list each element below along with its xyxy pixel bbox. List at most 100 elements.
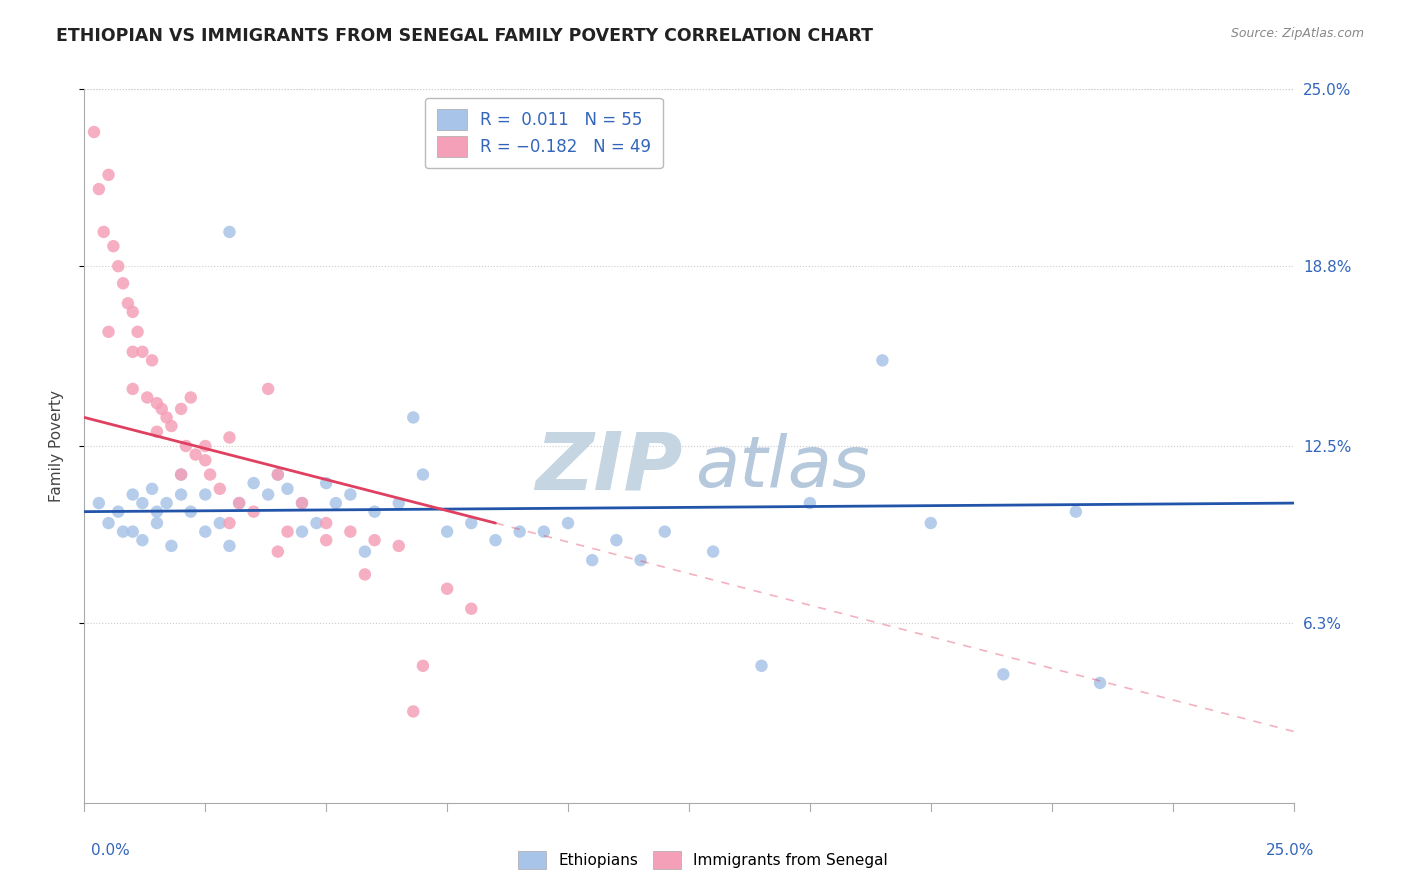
Point [107, 259, 129, 273]
Point [363, 533, 385, 548]
Point [218, 539, 240, 553]
Text: 25.0%: 25.0% [1267, 843, 1315, 858]
Point [412, 467, 434, 482]
Text: Source: ZipAtlas.com: Source: ZipAtlas.com [1230, 27, 1364, 40]
Legend: R =  0.011   N = 55, R = −0.182   N = 49: R = 0.011 N = 55, R = −0.182 N = 49 [425, 97, 662, 169]
Point [194, 439, 217, 453]
Point [146, 505, 169, 519]
Point [146, 425, 169, 439]
Point [93, 225, 115, 239]
Point [136, 391, 159, 405]
Point [436, 582, 458, 596]
Point [1064, 505, 1087, 519]
Y-axis label: Family Poverty: Family Poverty [49, 390, 63, 502]
Point [291, 524, 314, 539]
Point [557, 516, 579, 530]
Point [920, 516, 942, 530]
Point [291, 496, 314, 510]
Point [83, 125, 105, 139]
Point [402, 410, 425, 425]
Point [150, 401, 173, 416]
Point [242, 476, 264, 491]
Point [484, 533, 506, 548]
Point [87, 496, 110, 510]
Point [702, 544, 724, 558]
Point [174, 439, 197, 453]
Point [267, 467, 290, 482]
Point [194, 524, 217, 539]
Point [267, 544, 290, 558]
Point [170, 401, 193, 416]
Point [141, 482, 163, 496]
Point [218, 225, 240, 239]
Point [184, 448, 207, 462]
Point [751, 658, 773, 673]
Point [291, 496, 314, 510]
Point [1088, 676, 1111, 690]
Point [131, 496, 153, 510]
Point [315, 533, 337, 548]
Point [581, 553, 603, 567]
Point [198, 467, 221, 482]
Point [121, 487, 143, 501]
Point [121, 305, 143, 319]
Point [194, 487, 217, 501]
Point [97, 516, 120, 530]
Point [799, 496, 821, 510]
Point [228, 496, 250, 510]
Point [121, 344, 143, 359]
Point [146, 396, 169, 410]
Point [121, 524, 143, 539]
Point [112, 277, 135, 291]
Point [257, 382, 280, 396]
Point [155, 410, 177, 425]
Point [436, 524, 458, 539]
Point [194, 453, 217, 467]
Point [412, 658, 434, 673]
Legend: Ethiopians, Immigrants from Senegal: Ethiopians, Immigrants from Senegal [512, 845, 894, 875]
Point [354, 567, 377, 582]
Point [97, 325, 120, 339]
Point [654, 524, 676, 539]
Point [605, 533, 627, 548]
Point [993, 667, 1015, 681]
Text: ETHIOPIAN VS IMMIGRANTS FROM SENEGAL FAMILY POVERTY CORRELATION CHART: ETHIOPIAN VS IMMIGRANTS FROM SENEGAL FAM… [56, 27, 873, 45]
Text: atlas: atlas [695, 433, 869, 502]
Point [180, 505, 202, 519]
Point [127, 325, 149, 339]
Point [160, 419, 183, 434]
Point [388, 496, 411, 510]
Point [131, 533, 153, 548]
Point [170, 487, 193, 501]
Point [388, 539, 411, 553]
Point [155, 496, 177, 510]
Text: 0.0%: 0.0% [91, 843, 131, 858]
Point [460, 516, 482, 530]
Point [257, 487, 280, 501]
Point [509, 524, 531, 539]
Point [160, 539, 183, 553]
Point [180, 391, 202, 405]
Point [339, 524, 361, 539]
Text: ZIP: ZIP [536, 428, 683, 507]
Point [460, 601, 482, 615]
Point [872, 353, 894, 368]
Point [325, 496, 347, 510]
Point [121, 382, 143, 396]
Point [170, 467, 193, 482]
Point [533, 524, 555, 539]
Point [117, 296, 139, 310]
Point [276, 524, 298, 539]
Point [276, 482, 298, 496]
Point [112, 524, 135, 539]
Point [630, 553, 652, 567]
Point [339, 487, 361, 501]
Point [131, 344, 153, 359]
Point [218, 430, 240, 444]
Point [242, 505, 264, 519]
Point [146, 516, 169, 530]
Point [103, 239, 125, 253]
Point [218, 516, 240, 530]
Point [208, 482, 231, 496]
Point [208, 516, 231, 530]
